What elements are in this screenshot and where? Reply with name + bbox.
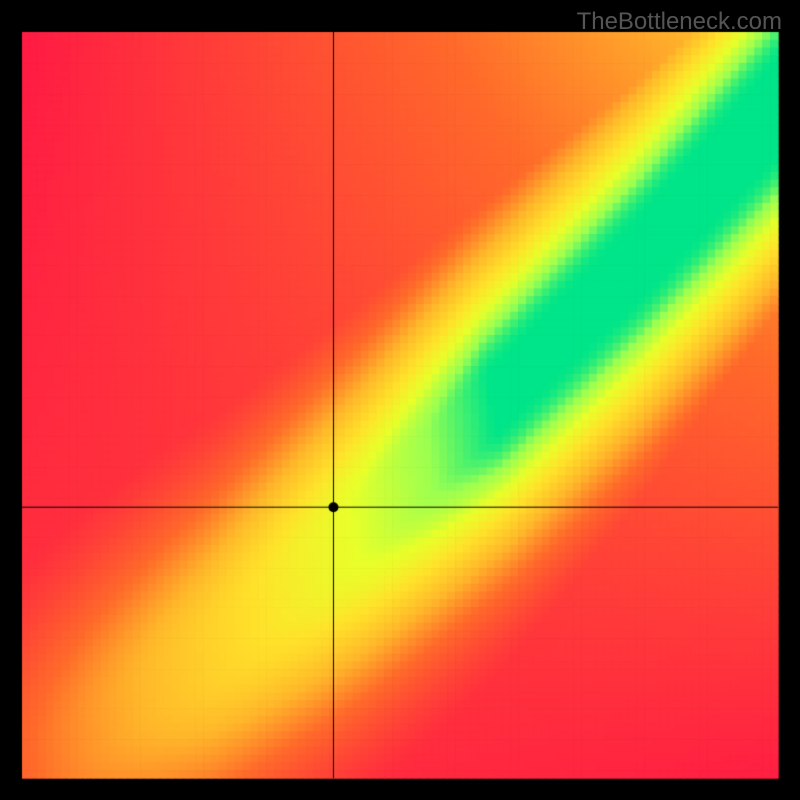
bottleneck-heatmap [0, 0, 800, 800]
chart-container: { "image_size": { "width": 800, "height"… [0, 0, 800, 800]
